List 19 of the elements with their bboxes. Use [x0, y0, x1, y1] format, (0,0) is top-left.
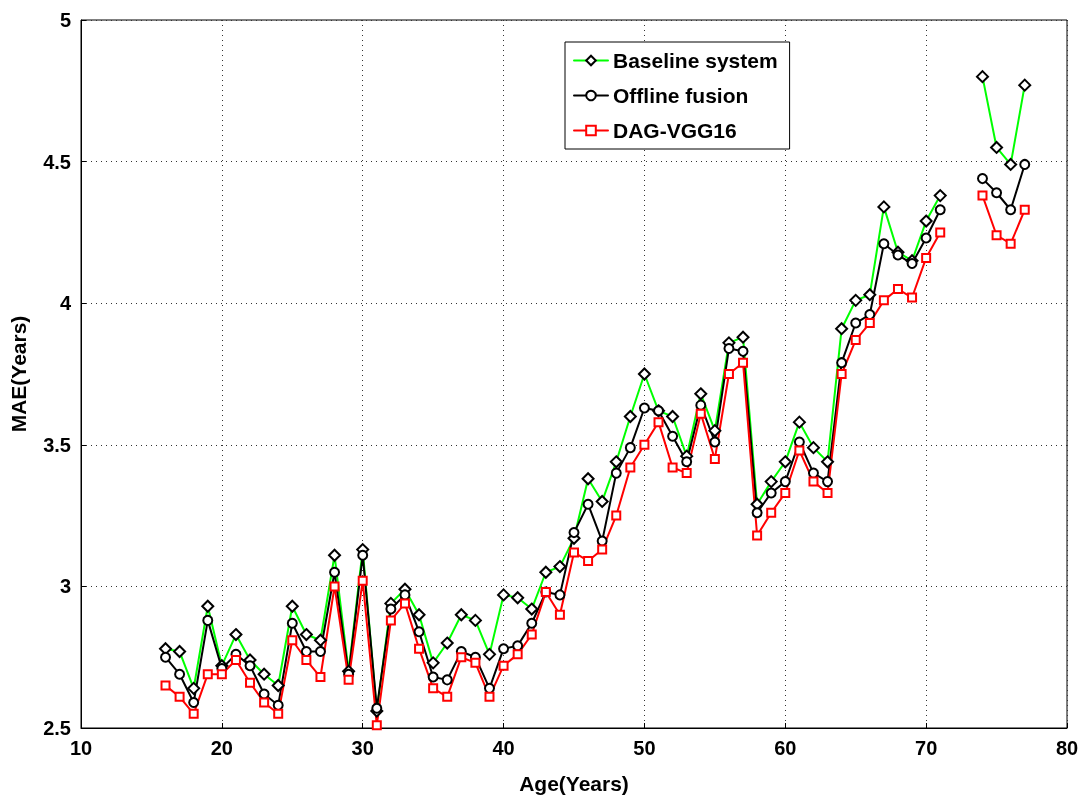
y-tick-label: 4.5 — [43, 150, 71, 173]
x-tick-label: 30 — [351, 737, 374, 759]
y-tick-label: 3.5 — [43, 433, 71, 456]
y-tick-label: 5 — [59, 9, 71, 31]
x-tick-label: 80 — [1055, 737, 1079, 759]
x-axis-title: Age(Years) — [519, 772, 629, 795]
legend-label: DAG-VGG16 — [613, 119, 737, 142]
y-tick-label: 4 — [59, 292, 72, 315]
x-tick-label: 70 — [915, 737, 938, 759]
x-tick-label: 40 — [492, 737, 515, 759]
y-tick-label: 2.5 — [43, 717, 71, 739]
legend-label: Baseline system — [613, 49, 778, 72]
x-tick-label: 50 — [633, 737, 656, 759]
legend-label: Offline fusion — [613, 84, 749, 107]
x-tick-label: 60 — [774, 737, 797, 759]
y-axis-title: MAE(Years) — [7, 315, 30, 433]
x-tick-label: 10 — [69, 737, 93, 759]
x-tick-label: 20 — [210, 737, 233, 759]
y-tick-label: 3 — [59, 575, 71, 598]
